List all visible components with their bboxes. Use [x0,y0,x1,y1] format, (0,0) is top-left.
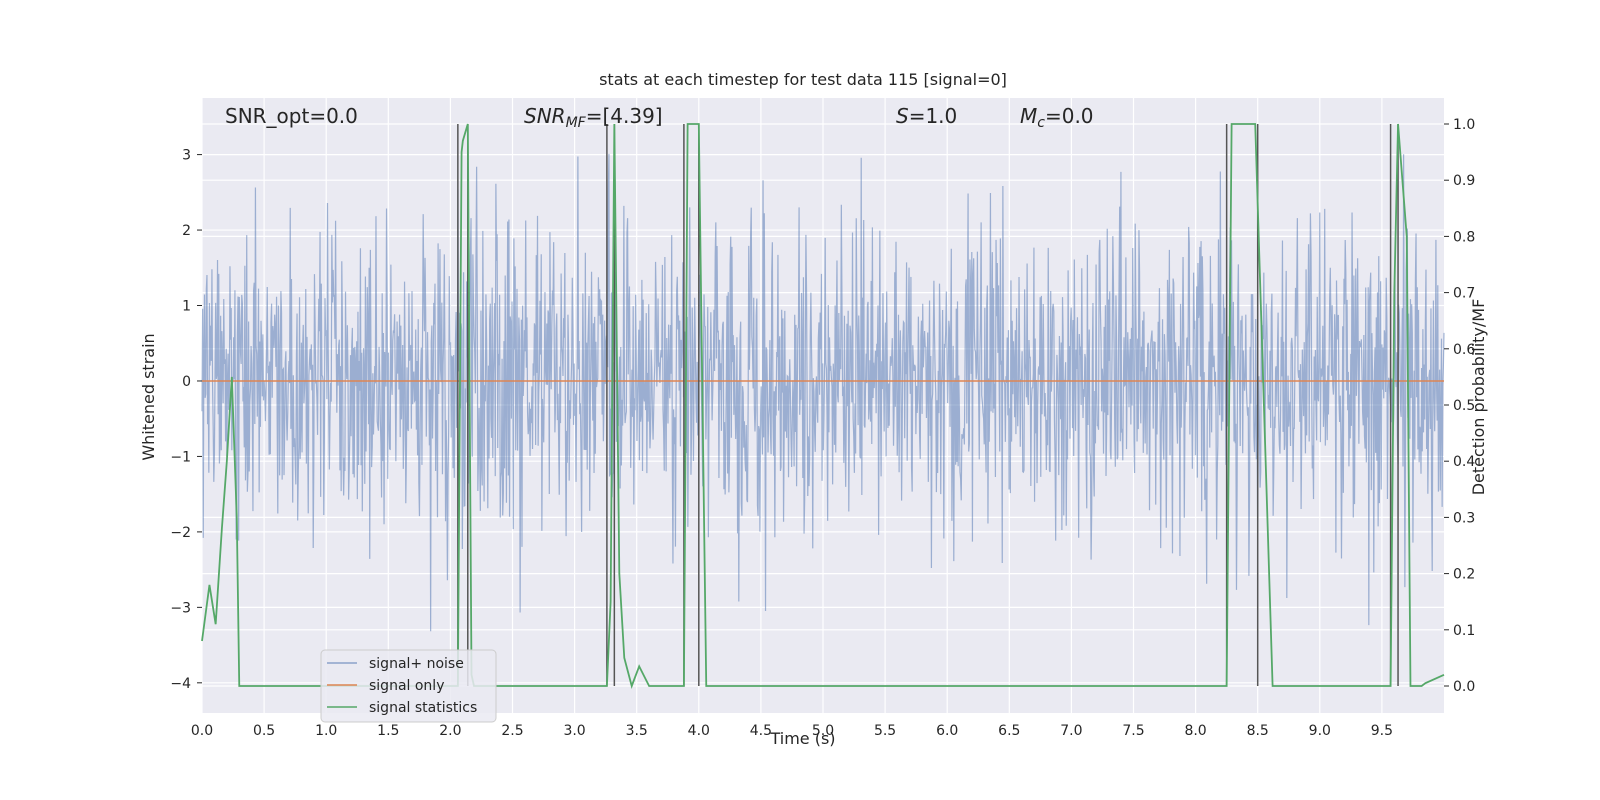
y-tick-label: 1 [182,299,191,315]
y2-tick-label: 0.9 [1453,173,1475,189]
x-tick-label: 2.5 [501,723,523,739]
x-tick-label: 2.0 [439,723,461,739]
s-value: =1.0 [909,104,958,128]
y2-tick-label: 0.0 [1453,679,1475,695]
x-tick-label: 0.0 [191,723,213,739]
x-tick-label: 4.0 [688,723,710,739]
snr-mf-annotation: SNRMF=[4.39] [524,104,663,131]
legend-label-signal-noise: signal+ noise [369,656,464,672]
legend-box [320,649,497,723]
y-tick-label: −1 [170,449,191,465]
y2-tick-label: 0.4 [1453,454,1475,470]
x-tick-label: 3.5 [626,723,648,739]
snr-mf-base: SNR [524,104,566,128]
y2-tick-label: 1.0 [1453,117,1475,133]
snr-opt-annotation: SNR_opt=0.0 [225,104,358,128]
signal-statistics-line [201,123,1445,689]
legend: signal+ noise signal only signal statist… [320,649,497,723]
signal-noise-line [201,153,1445,632]
s-annotation: S=1.0 [896,104,957,128]
y2-axis-label: Detection probability/MF [1469,299,1488,496]
y2-tick-label: 0.2 [1453,567,1475,583]
x-tick-label: 0.5 [253,723,275,739]
x-tick-label: 9.0 [1309,723,1331,739]
legend-label-signal-statistics: signal statistics [369,700,477,716]
x-tick-label: 5.5 [874,723,896,739]
y-axis-label: Whitened strain [139,333,158,460]
y2-tick-label: 0.8 [1453,229,1475,245]
signal-noise-series [201,153,1445,632]
y-tick-label: 0 [182,374,191,390]
x-tick-label: 7.5 [1122,723,1144,739]
x-tick-label: 8.5 [1247,723,1269,739]
x-tick-label: 7.0 [1060,723,1082,739]
y-tick-label: 2 [182,223,191,239]
x-tick-label: 3.0 [563,723,585,739]
annotations: SNR_opt=0.0 SNRMF=[4.39] S=1.0 Mc=0.0 [225,104,1094,131]
y-tick-label: −4 [170,676,191,692]
y-tick-label: 3 [182,148,191,164]
y2-tick-label: 0.3 [1453,510,1475,526]
mc-symbol: M [1020,104,1037,128]
mc-annotation: Mc=0.0 [1020,104,1094,131]
snr-mf-value: =[4.39] [586,104,663,128]
chart-title: stats at each timestep for test data 115… [599,70,1007,89]
y-tick-label: −2 [170,525,191,541]
y2-tick-label: 0.6 [1453,342,1475,358]
x-tick-label: 6.0 [936,723,958,739]
x-tick-label: 6.5 [998,723,1020,739]
x-tick-label: 1.0 [315,723,337,739]
x-axis-label: Time (s) [769,729,835,748]
y2-tick-label: 0.7 [1453,286,1475,302]
y2-tick-label: 0.1 [1453,623,1475,639]
mc-value: =0.0 [1045,104,1094,128]
mc-sub: c [1037,115,1045,131]
ticks: 0.0 0.5 1.0 1.5 2.0 2.5 3.0 3.5 4.0 4.5 5.0 5.5 6.0 6… [170,117,1475,739]
x-tick-label: 8.0 [1184,723,1206,739]
s-symbol: S [896,104,909,128]
signal-statistics-series [201,123,1445,689]
x-tick-label: 9.5 [1371,723,1393,739]
y2-tick-label: 0.5 [1453,398,1475,414]
x-tick-label: 5.0 [812,723,834,739]
legend-label-signal-only: signal only [369,678,444,694]
x-tick-label: 1.5 [377,723,399,739]
snr-mf-sub: MF [566,115,587,131]
y-tick-label: −3 [170,600,191,616]
x-tick-label: 4.5 [750,723,772,739]
